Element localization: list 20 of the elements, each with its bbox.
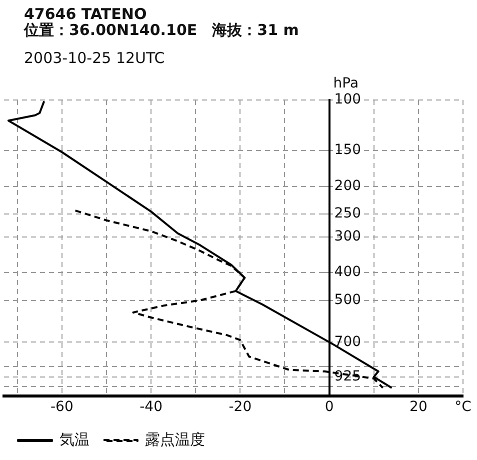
chart-title: 47646 TATENO — [24, 5, 147, 23]
y-tick-label: 700 — [334, 334, 362, 350]
y-tick-label: 100 — [334, 92, 362, 108]
x-tick-label: 0 — [324, 399, 334, 416]
legend-label: 気温 — [60, 430, 90, 448]
y-axis-title: hPa — [333, 76, 359, 92]
y-tick-label: 150 — [334, 142, 362, 158]
y-tick-label: 200 — [334, 178, 362, 194]
legend-label: 露点温度 — [145, 430, 205, 448]
y-tick-label: 250 — [334, 206, 362, 222]
x-tick-label: -60 — [50, 399, 74, 416]
x-tick-label: °C — [454, 399, 472, 416]
x-tick-label: -40 — [140, 399, 162, 416]
y-tick-label: 400 — [334, 264, 362, 280]
y-tick-label: 300 — [334, 228, 362, 244]
text: 2003-10-25 12UTC — [24, 49, 165, 67]
chart-subtitle: 位置：36.00N140.10E 海抜：31 m — [24, 21, 299, 39]
x-tick-label: -20 — [228, 399, 252, 416]
y-tick-label: 500 — [334, 292, 362, 308]
x-tick-label: 20 — [410, 399, 428, 416]
